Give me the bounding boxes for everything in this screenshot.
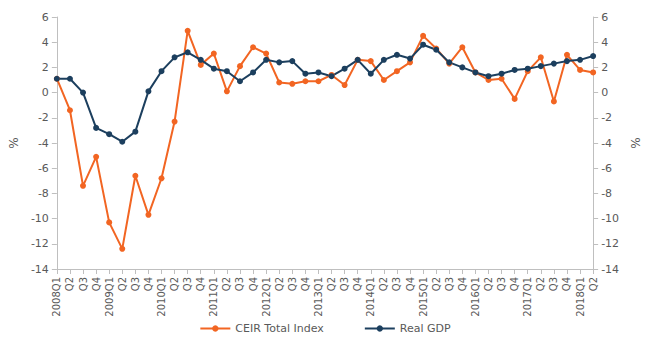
svg-text:2009Q1: 2009Q1 [104,277,115,317]
svg-text:2018Q1: 2018Q1 [575,277,586,317]
svg-text:6: 6 [42,11,49,24]
svg-text:Q2: Q2 [221,277,232,291]
svg-text:Q3: Q3 [339,277,350,291]
svg-text:2008Q1: 2008Q1 [51,277,62,317]
svg-text:Q4: Q4 [300,277,311,291]
svg-text:4: 4 [601,36,608,49]
svg-text:-12: -12 [601,237,619,250]
svg-text:Q4: Q4 [195,277,206,291]
svg-text:Q3: Q3 [182,277,193,291]
svg-text:-4: -4 [38,137,49,150]
svg-text:Q3: Q3 [287,277,298,291]
svg-text:Q4: Q4 [143,277,154,291]
svg-text:Q4: Q4 [457,277,468,291]
svg-text:-2: -2 [38,111,49,124]
svg-text:-12: -12 [31,237,49,250]
svg-text:Q4: Q4 [248,277,259,291]
svg-text:6: 6 [601,11,608,24]
svg-text:-6: -6 [38,162,49,175]
svg-text:Q2: Q2 [431,277,442,291]
svg-text:Q4: Q4 [91,277,102,291]
svg-text:-4: -4 [601,137,612,150]
svg-text:-14: -14 [601,263,619,276]
svg-text:2: 2 [42,61,49,74]
svg-text:%: % [7,137,21,148]
svg-text:Q2: Q2 [169,277,180,291]
svg-text:2014Q1: 2014Q1 [365,277,376,317]
svg-text:Q3: Q3 [548,277,559,291]
svg-text:Q4: Q4 [405,277,416,291]
svg-text:4: 4 [42,36,49,49]
svg-text:Q4: Q4 [352,277,363,291]
svg-text:0: 0 [42,86,49,99]
svg-text:Q2: Q2 [535,277,546,291]
svg-text:2017Q1: 2017Q1 [522,277,533,317]
svg-text:%: % [629,137,643,148]
svg-text:Q4: Q4 [561,277,572,291]
svg-text:2010Q1: 2010Q1 [156,277,167,317]
svg-text:-10: -10 [31,212,49,225]
svg-text:Q3: Q3 [130,277,141,291]
svg-text:Q3: Q3 [78,277,89,291]
svg-text:-14: -14 [31,263,49,276]
svg-text:Q3: Q3 [234,277,245,291]
svg-text:2015Q1: 2015Q1 [418,277,429,317]
svg-text:Q3: Q3 [496,277,507,291]
svg-text:-6: -6 [601,162,612,175]
svg-text:Real GDP: Real GDP [400,322,451,335]
svg-text:CEIR Total Index: CEIR Total Index [235,322,324,335]
svg-text:2: 2 [601,61,608,74]
svg-text:Q2: Q2 [64,277,75,291]
svg-text:Q3: Q3 [391,277,402,291]
svg-text:0: 0 [601,86,608,99]
svg-text:Q2: Q2 [274,277,285,291]
svg-text:Q3: Q3 [444,277,455,291]
svg-text:-8: -8 [38,187,49,200]
svg-text:2016Q1: 2016Q1 [470,277,481,317]
svg-text:Q4: Q4 [509,277,520,291]
svg-text:-10: -10 [601,212,619,225]
svg-text:2011Q1: 2011Q1 [208,277,219,317]
svg-text:-8: -8 [601,187,612,200]
svg-text:Q2: Q2 [117,277,128,291]
svg-text:Q2: Q2 [378,277,389,291]
svg-text:Q2: Q2 [588,277,599,291]
svg-text:Q2: Q2 [326,277,337,291]
svg-text:2012Q1: 2012Q1 [261,277,272,317]
svg-text:Q2: Q2 [483,277,494,291]
svg-text:-2: -2 [601,111,612,124]
svg-text:2013Q1: 2013Q1 [313,277,324,317]
